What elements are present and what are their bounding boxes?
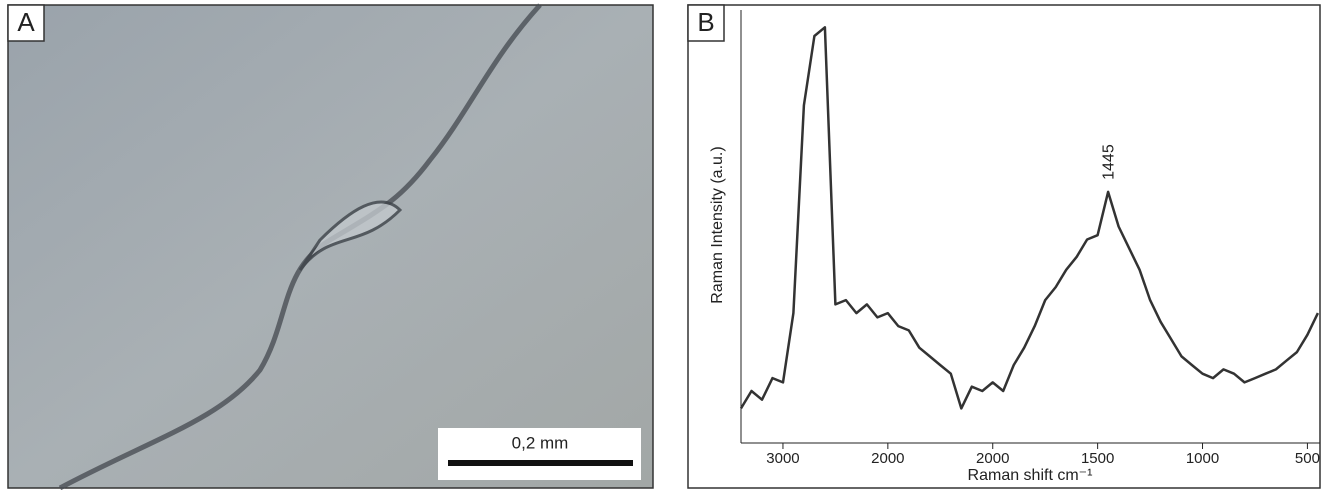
x-tick-label: 2000 [976,450,1009,467]
x-tick-label: 500 [1295,450,1320,467]
x-axis-label: Raman shift cm⁻¹ [968,467,1093,484]
panel-b: B Raman Intensity (a.u.) Raman shift cm⁻… [687,4,1321,489]
panel-a: A 0,2 mm [7,3,654,491]
peak-annotation: 1445 [1100,144,1117,180]
fiber-loop [298,200,403,271]
x-tick-label: 1500 [1081,450,1114,467]
panel-label: B [697,7,714,37]
scale-box [438,428,641,480]
panel-frame [687,4,1321,489]
y-axis-label: Raman Intensity (a.u.) [709,146,726,303]
label-box [687,4,725,42]
label-box [7,4,45,42]
panel-label: A [17,7,35,37]
scale-label: 0,2 mm [512,433,569,452]
spectrum [739,26,1320,410]
x-tick-label: 3000 [766,450,799,467]
x-tick-label: 1000 [1186,450,1219,467]
x-tick-label: 2000 [871,450,904,467]
